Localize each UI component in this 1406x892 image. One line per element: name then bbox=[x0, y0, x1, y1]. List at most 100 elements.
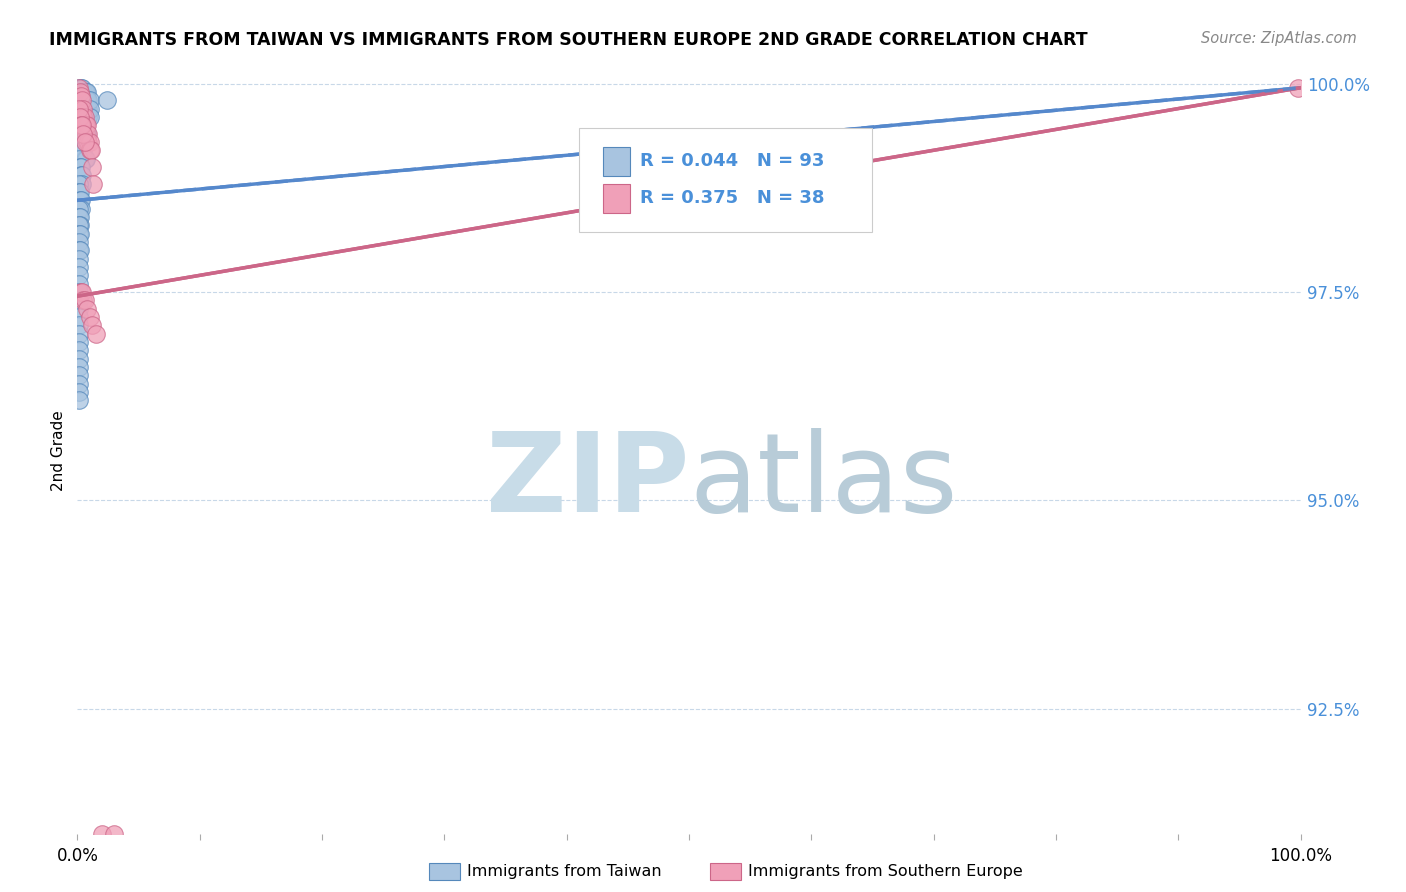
Point bbox=[67, 185, 90, 199]
Point bbox=[72, 85, 94, 99]
Point bbox=[70, 110, 93, 124]
Point bbox=[73, 118, 96, 132]
Point bbox=[67, 301, 90, 316]
Point bbox=[76, 301, 98, 316]
Point bbox=[75, 152, 97, 166]
Point bbox=[69, 127, 91, 141]
Point bbox=[70, 202, 93, 216]
Point bbox=[69, 194, 91, 208]
Point bbox=[69, 85, 91, 99]
Point bbox=[70, 118, 93, 132]
Point bbox=[80, 160, 103, 174]
Text: atlas: atlas bbox=[689, 427, 957, 534]
Point bbox=[75, 127, 97, 141]
Point bbox=[77, 102, 100, 116]
Point bbox=[70, 143, 93, 157]
Point bbox=[96, 93, 118, 107]
Point bbox=[79, 110, 101, 124]
Point bbox=[72, 127, 94, 141]
Point bbox=[67, 177, 90, 191]
Point bbox=[70, 135, 93, 149]
Point bbox=[67, 202, 90, 216]
Point bbox=[84, 326, 107, 341]
Point bbox=[67, 152, 90, 166]
Point bbox=[73, 85, 96, 99]
Point bbox=[70, 285, 93, 299]
Point bbox=[79, 135, 101, 149]
FancyBboxPatch shape bbox=[603, 184, 630, 212]
Point bbox=[67, 102, 90, 116]
Point bbox=[73, 118, 96, 132]
Point bbox=[70, 93, 93, 107]
Text: Immigrants from Taiwan: Immigrants from Taiwan bbox=[467, 864, 661, 879]
Point bbox=[67, 285, 90, 299]
Point bbox=[69, 210, 91, 224]
Point bbox=[70, 80, 93, 95]
Text: Source: ZipAtlas.com: Source: ZipAtlas.com bbox=[1201, 31, 1357, 46]
Point bbox=[69, 244, 91, 258]
Point bbox=[70, 160, 93, 174]
Point bbox=[70, 135, 93, 149]
Text: IMMIGRANTS FROM TAIWAN VS IMMIGRANTS FROM SOUTHERN EUROPE 2ND GRADE CORRELATION : IMMIGRANTS FROM TAIWAN VS IMMIGRANTS FRO… bbox=[49, 31, 1088, 49]
Point bbox=[67, 252, 90, 266]
Point bbox=[80, 318, 103, 333]
FancyBboxPatch shape bbox=[579, 128, 872, 232]
Point bbox=[70, 143, 93, 157]
Point bbox=[67, 102, 90, 116]
Point bbox=[72, 110, 94, 124]
Point bbox=[72, 110, 94, 124]
Point bbox=[70, 85, 93, 99]
Point bbox=[67, 351, 90, 366]
Point bbox=[75, 85, 97, 99]
Point bbox=[76, 102, 98, 116]
FancyBboxPatch shape bbox=[603, 146, 630, 176]
Point bbox=[69, 227, 91, 241]
Point bbox=[67, 293, 90, 308]
Point bbox=[76, 135, 98, 149]
Text: R = 0.375   N = 38: R = 0.375 N = 38 bbox=[640, 189, 824, 207]
Point bbox=[70, 102, 93, 116]
Point bbox=[70, 85, 93, 99]
Point bbox=[72, 102, 94, 116]
Point bbox=[72, 293, 94, 308]
Point bbox=[67, 334, 90, 349]
Point bbox=[70, 110, 93, 124]
Point bbox=[73, 93, 96, 107]
Point bbox=[82, 177, 104, 191]
Point bbox=[67, 385, 90, 400]
Point bbox=[72, 110, 94, 124]
Point bbox=[70, 169, 93, 183]
Text: R = 0.044   N = 93: R = 0.044 N = 93 bbox=[640, 153, 824, 170]
Point bbox=[70, 169, 93, 183]
Point bbox=[69, 219, 91, 233]
Point bbox=[72, 143, 94, 157]
Point bbox=[69, 185, 91, 199]
Point bbox=[70, 177, 93, 191]
Point bbox=[67, 360, 90, 375]
Point bbox=[73, 293, 96, 308]
Point bbox=[70, 177, 93, 191]
Point bbox=[69, 110, 91, 124]
Point bbox=[70, 93, 93, 107]
Point bbox=[72, 102, 94, 116]
Text: ZIP: ZIP bbox=[485, 427, 689, 534]
Point bbox=[67, 235, 90, 249]
Point bbox=[67, 260, 90, 274]
Point bbox=[103, 827, 125, 841]
Point bbox=[70, 118, 93, 132]
Point bbox=[69, 85, 91, 99]
Point bbox=[72, 93, 94, 107]
Point bbox=[75, 127, 97, 141]
Point bbox=[75, 93, 97, 107]
Point bbox=[67, 227, 90, 241]
Point bbox=[79, 310, 101, 324]
Point bbox=[70, 285, 93, 299]
Point bbox=[77, 110, 100, 124]
Point bbox=[67, 80, 90, 95]
Point bbox=[70, 194, 93, 208]
Point bbox=[90, 827, 112, 841]
Point bbox=[70, 102, 93, 116]
Point bbox=[67, 376, 90, 391]
Point bbox=[77, 127, 100, 141]
Point bbox=[70, 89, 93, 103]
